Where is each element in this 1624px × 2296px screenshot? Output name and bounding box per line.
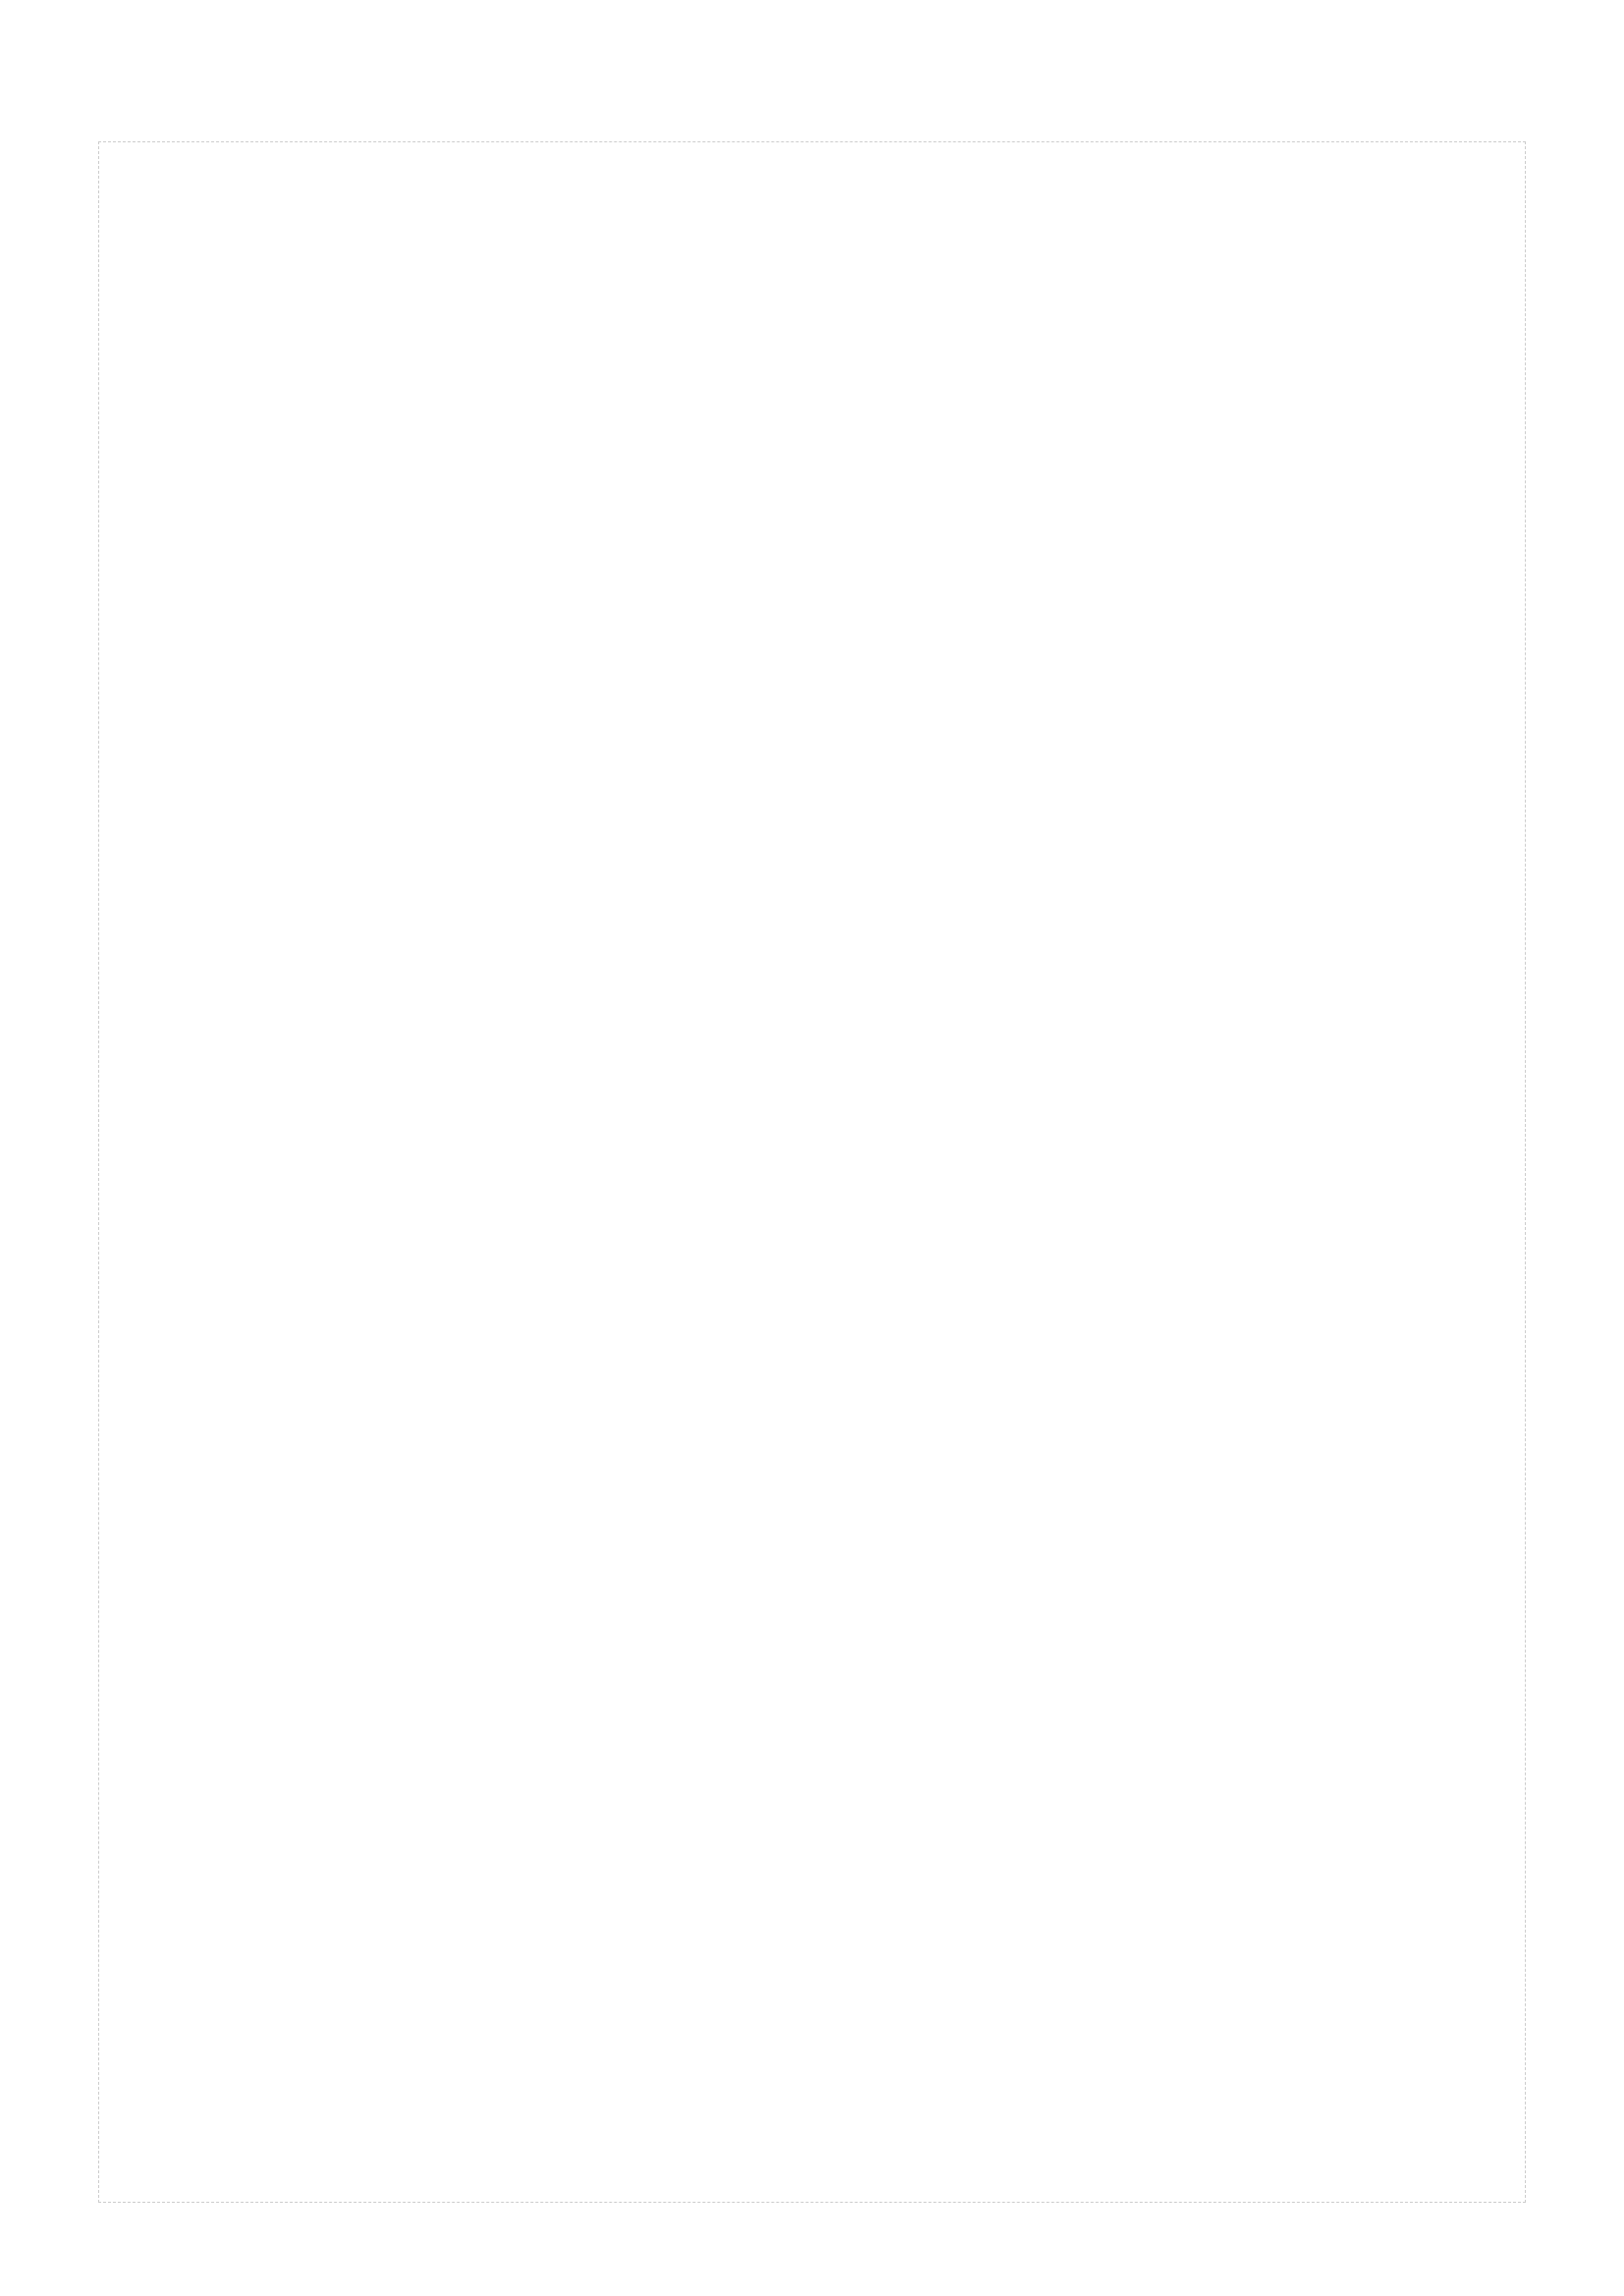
page-title [98, 79, 1526, 118]
page-body [98, 141, 1526, 2203]
